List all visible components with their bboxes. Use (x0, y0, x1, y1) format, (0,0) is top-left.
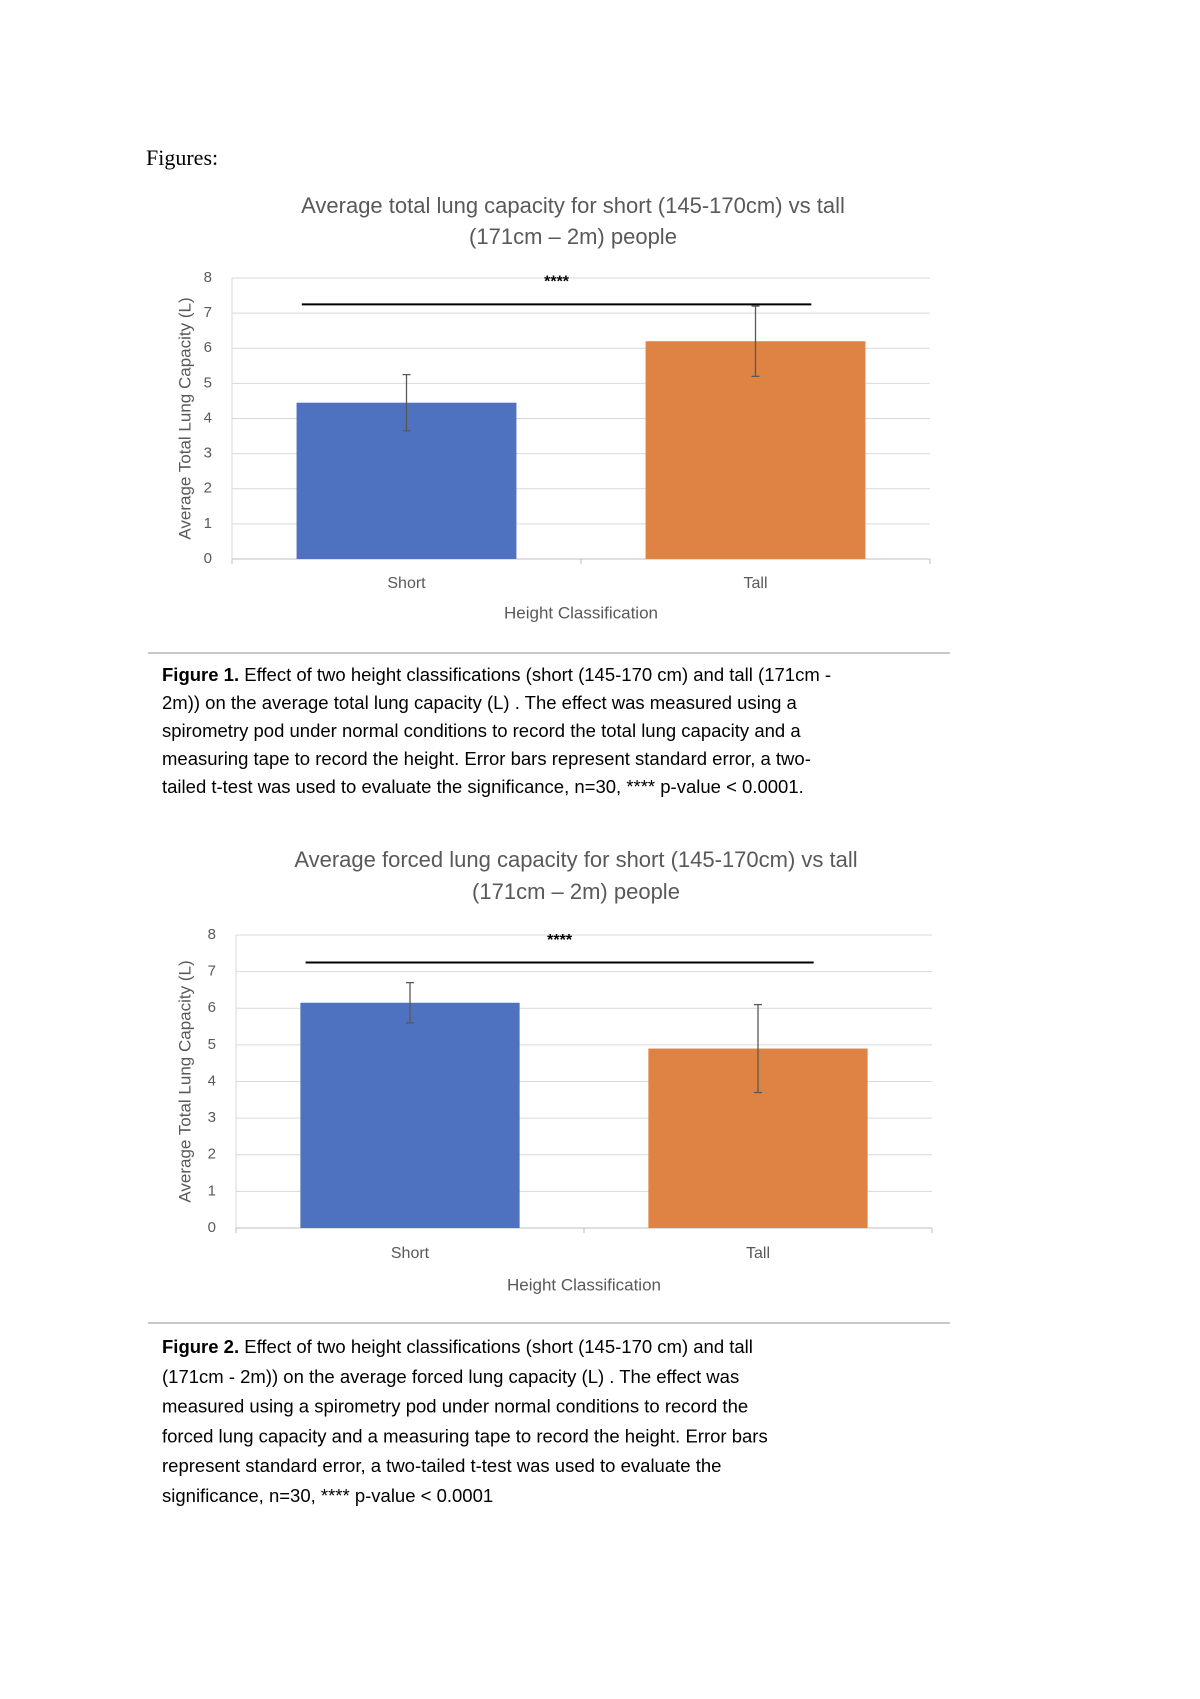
y-tick-label: 3 (208, 1109, 216, 1126)
bar (645, 341, 866, 559)
y-tick-label: 1 (208, 1182, 216, 1199)
caption-line: tailed t-test was used to evaluate the s… (162, 776, 804, 797)
significance-label: **** (547, 932, 573, 949)
caption-text: Effect of two height classifications (sh… (239, 664, 831, 685)
y-tick-label: 8 (204, 269, 212, 286)
caption-text: measuring tape to record the height. Err… (162, 748, 811, 769)
caption-label: Figure 1. (162, 664, 239, 685)
caption-text: tailed t-test was used to evaluate the s… (162, 776, 804, 797)
y-tick-label: 7 (204, 304, 212, 321)
x-tick-label: Tall (743, 575, 767, 592)
caption-text: (171cm - 2m)) on the average forced lung… (162, 1366, 739, 1387)
y-tick-label: 0 (208, 1219, 216, 1236)
chart-title: Average forced lung capacity for short (… (294, 847, 857, 872)
y-tick-label: 6 (208, 999, 216, 1016)
x-axis-title: Height Classification (507, 1275, 661, 1294)
caption-line: measured using a spirometry pod under no… (162, 1395, 748, 1416)
y-tick-label: 4 (208, 1072, 216, 1089)
y-tick-label: 7 (208, 963, 216, 980)
caption-text: 2m)) on the average total lung capacity … (162, 692, 798, 713)
chart-title: Average total lung capacity for short (1… (301, 193, 845, 218)
y-tick-label: 8 (208, 926, 216, 943)
y-tick-label: 2 (208, 1146, 216, 1163)
bar (300, 1002, 520, 1228)
y-tick-label: 4 (204, 409, 212, 426)
y-axis-title: Average Total Lung Capacity (L) (175, 297, 194, 539)
caption-line: (171cm - 2m)) on the average forced lung… (162, 1366, 739, 1387)
caption-line: Figure 1. Effect of two height classific… (162, 664, 831, 685)
y-axis-title: Average Total Lung Capacity (L) (175, 960, 194, 1202)
caption-line: Figure 2. Effect of two height classific… (162, 1336, 753, 1357)
caption-label: Figure 2. (162, 1336, 239, 1357)
caption-line: forced lung capacity and a measuring tap… (162, 1425, 768, 1446)
heading: Figures: (146, 145, 218, 170)
caption-text: spirometry pod under normal conditions t… (162, 720, 801, 741)
chart-title: (171cm – 2m) people (472, 879, 680, 904)
y-tick-label: 0 (204, 550, 212, 567)
y-tick-label: 6 (204, 339, 212, 356)
chart-title: (171cm – 2m) people (469, 224, 677, 249)
caption-text: measured using a spirometry pod under no… (162, 1395, 748, 1416)
x-tick-label: Short (387, 575, 426, 592)
x-tick-label: Tall (746, 1245, 770, 1262)
significance-label: **** (544, 274, 570, 291)
caption-text: significance, n=30, **** p-value < 0.000… (162, 1485, 493, 1506)
caption-line: spirometry pod under normal conditions t… (162, 720, 801, 741)
caption-text: Effect of two height classifications (sh… (239, 1336, 753, 1357)
x-tick-label: Short (391, 1245, 430, 1262)
x-axis-title: Height Classification (504, 603, 658, 622)
caption-line: 2m)) on the average total lung capacity … (162, 692, 798, 713)
caption-line: represent standard error, a two-tailed t… (162, 1455, 721, 1476)
y-tick-label: 3 (204, 445, 212, 462)
caption-text: represent standard error, a two-tailed t… (162, 1455, 721, 1476)
caption-line: significance, n=30, **** p-value < 0.000… (162, 1485, 493, 1506)
y-tick-label: 2 (204, 480, 212, 497)
caption-text: forced lung capacity and a measuring tap… (162, 1425, 768, 1446)
y-tick-label: 5 (208, 1036, 216, 1053)
y-tick-label: 5 (204, 374, 212, 391)
y-tick-label: 1 (204, 515, 212, 532)
caption-line: measuring tape to record the height. Err… (162, 748, 811, 769)
